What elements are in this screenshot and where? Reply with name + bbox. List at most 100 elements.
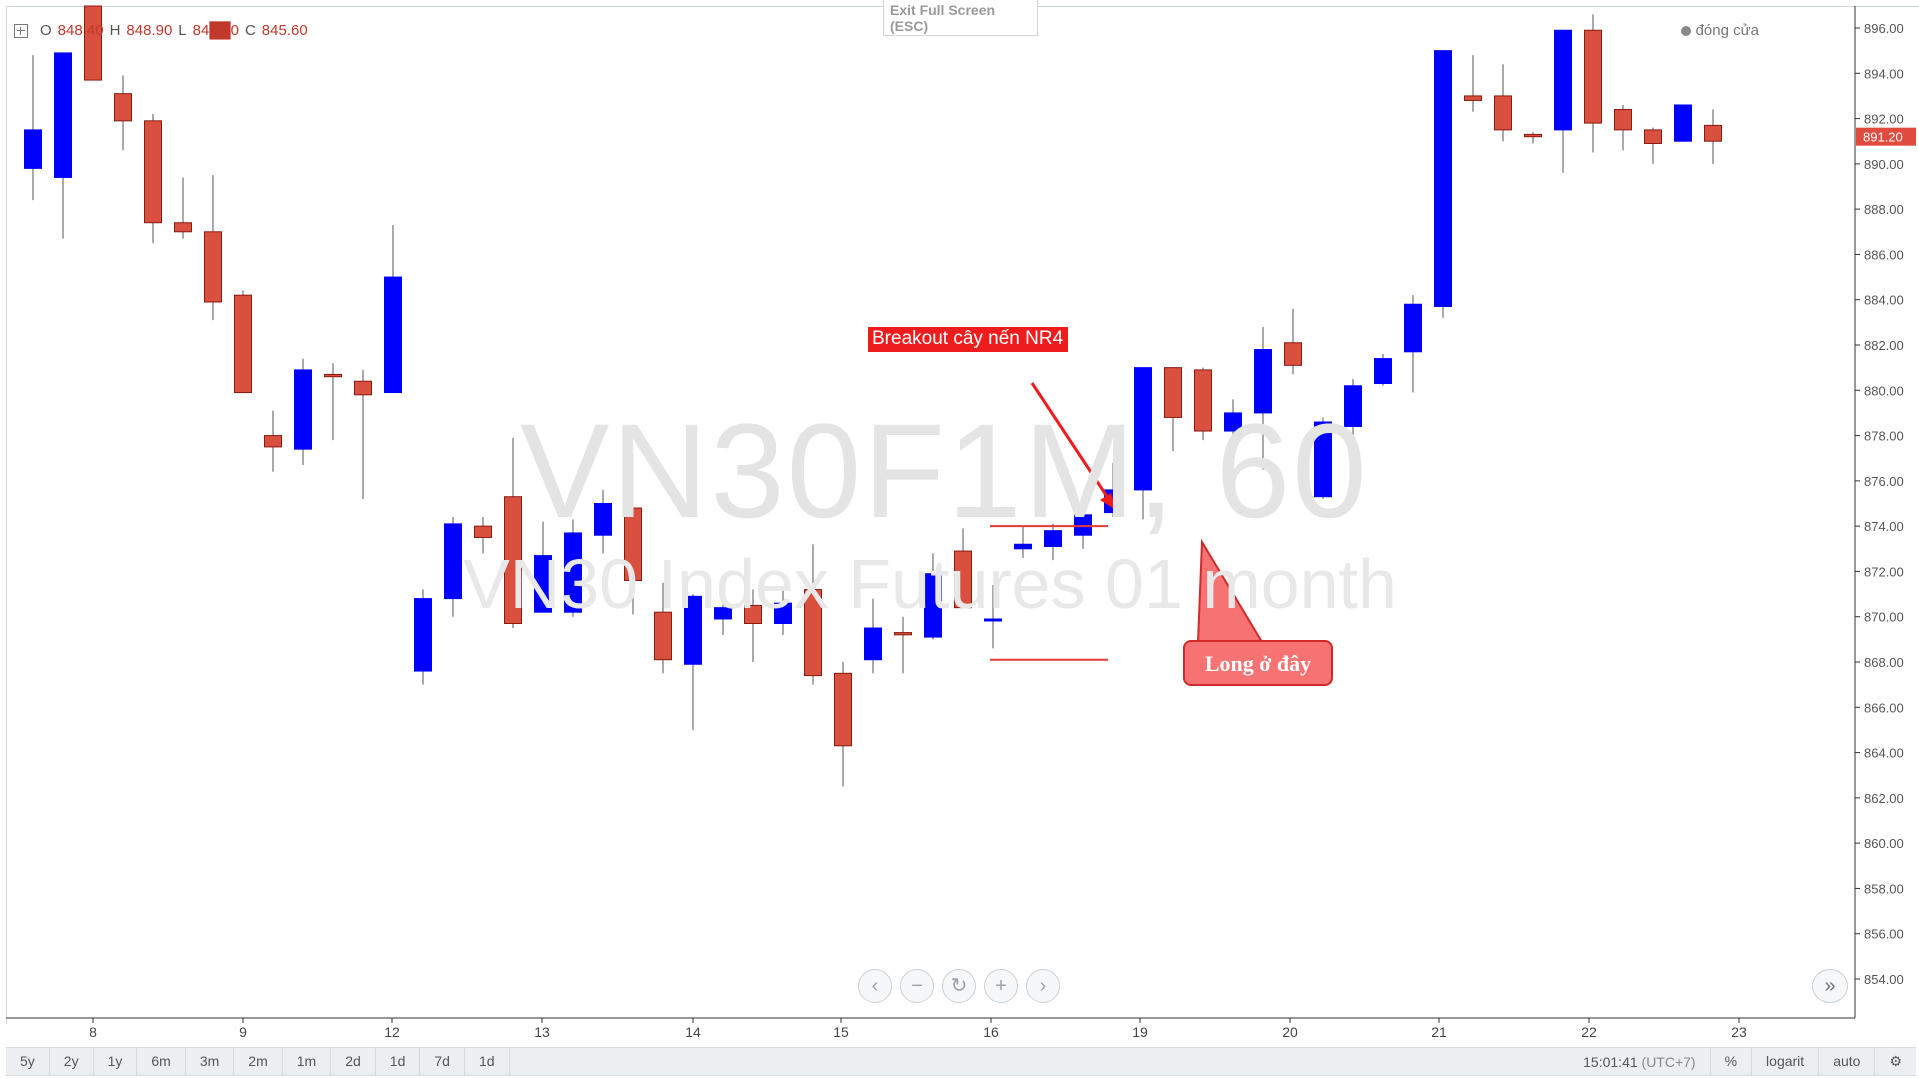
candle[interactable] [774, 587, 792, 635]
candle[interactable] [924, 553, 942, 640]
range-button-7[interactable]: 2d [331, 1048, 376, 1075]
candle[interactable] [384, 224, 402, 394]
chevron-left-icon[interactable]: ‹ [858, 969, 892, 1003]
gear-icon[interactable]: ⚙ [1874, 1048, 1916, 1075]
percent-toggle[interactable]: % [1709, 1048, 1751, 1075]
candle[interactable] [414, 589, 432, 685]
candle[interactable] [1554, 29, 1572, 173]
candle[interactable] [1524, 132, 1542, 144]
price-tick-label: 858.00 [1864, 881, 1904, 896]
breakout-annotation[interactable]: Breakout cây nến NR4 [868, 327, 1069, 352]
candle[interactable] [1344, 378, 1362, 436]
candle[interactable] [804, 544, 822, 685]
exit-fullscreen-button[interactable]: Exit Full Screen (ESC) [883, 0, 1038, 36]
candle[interactable] [564, 519, 582, 617]
candle[interactable] [1644, 127, 1662, 164]
auto-toggle[interactable]: auto [1818, 1048, 1874, 1075]
candle[interactable] [594, 489, 612, 554]
minus-icon[interactable]: − [900, 969, 934, 1003]
price-axis: 854.00 856.00 858.00 860.00 862.00 864.00 866.… [1854, 6, 1916, 1018]
range-button-1[interactable]: 2y [50, 1048, 94, 1075]
candle[interactable] [504, 437, 522, 629]
range-button-10[interactable]: 1d [465, 1048, 510, 1075]
candle[interactable] [954, 528, 972, 609]
candle[interactable] [1284, 308, 1302, 375]
plus-square-icon[interactable] [14, 23, 28, 38]
long-entry-annotation[interactable]: Long ở đây [1183, 640, 1333, 686]
candle[interactable] [714, 575, 732, 635]
candle[interactable] [864, 598, 882, 674]
candle[interactable] [1254, 326, 1272, 470]
candle[interactable] [354, 369, 372, 499]
plus-icon[interactable]: + [984, 969, 1018, 1003]
candle-body-down [264, 435, 282, 448]
range-button-0[interactable]: 5y [6, 1048, 50, 1075]
candle[interactable] [24, 55, 42, 201]
range-button-8[interactable]: 1d [376, 1048, 421, 1075]
candle-body-up [1044, 530, 1062, 548]
candle[interactable] [204, 175, 222, 321]
range-button-4[interactable]: 3m [186, 1048, 235, 1075]
watermark-description: VN30 Index Futures 01 month [463, 545, 1397, 623]
reset-icon[interactable]: ↻ [942, 969, 976, 1003]
candle[interactable] [1224, 399, 1242, 438]
candle[interactable] [1074, 498, 1092, 549]
candle[interactable] [624, 503, 642, 615]
candle[interactable] [1434, 50, 1452, 318]
candle[interactable] [1374, 354, 1392, 386]
candle[interactable] [894, 616, 912, 674]
candle[interactable] [684, 594, 702, 730]
breakout-arrow[interactable] [1030, 382, 1112, 502]
candle[interactable] [444, 517, 462, 617]
range-button-9[interactable]: 7d [420, 1048, 465, 1075]
candle-body-up [984, 618, 1002, 622]
candle[interactable] [294, 358, 312, 466]
candle-body-down [624, 507, 642, 581]
range-button-3[interactable]: 6m [137, 1048, 186, 1075]
candle[interactable] [234, 290, 252, 394]
candle-body-up [1374, 358, 1392, 384]
price-tick-label: 860.00 [1864, 836, 1904, 851]
candle[interactable] [834, 662, 852, 787]
clock: 15:01:41 (UTC+7) [1569, 1054, 1709, 1070]
candle[interactable] [534, 521, 552, 613]
double-chevron-right-icon[interactable]: » [1812, 969, 1848, 1003]
price-tick-label: 884.00 [1864, 293, 1904, 308]
range-button-2[interactable]: 1y [94, 1048, 138, 1075]
candle[interactable] [174, 177, 192, 239]
price-tick-label: 866.00 [1864, 700, 1904, 715]
candle[interactable] [474, 517, 492, 554]
candle[interactable] [744, 589, 762, 662]
candle[interactable] [1464, 55, 1482, 112]
price-tick-label: 878.00 [1864, 429, 1904, 444]
candle[interactable] [54, 52, 72, 239]
range-button-5[interactable]: 2m [234, 1048, 283, 1075]
candle-body-down [204, 231, 222, 303]
candle[interactable] [984, 585, 1002, 649]
candle[interactable] [1314, 417, 1332, 499]
candle[interactable] [1704, 109, 1722, 164]
range-button-6[interactable]: 1m [283, 1048, 332, 1075]
chart-navigation: ‹ − ↻ + › [858, 969, 1060, 1003]
candle[interactable] [1494, 64, 1512, 142]
candle[interactable] [1164, 367, 1182, 452]
candle[interactable] [114, 75, 132, 151]
series-legend[interactable]: đóng cửa [1680, 22, 1759, 39]
candle[interactable] [84, 5, 102, 81]
candle[interactable] [324, 363, 342, 441]
candle[interactable] [1134, 367, 1152, 520]
candle[interactable] [654, 582, 672, 674]
candle[interactable] [1044, 523, 1062, 561]
candle[interactable] [1584, 14, 1602, 153]
candle[interactable] [1404, 295, 1422, 393]
log-toggle[interactable]: logarit [1751, 1048, 1818, 1075]
candle[interactable] [1014, 526, 1032, 558]
candle[interactable] [1674, 104, 1692, 142]
chevron-right-icon[interactable]: › [1026, 969, 1060, 1003]
candle[interactable] [1194, 367, 1212, 441]
candle[interactable] [1614, 104, 1632, 151]
candle[interactable] [264, 410, 282, 472]
candle[interactable] [144, 114, 162, 244]
candle-body-up [1554, 29, 1572, 131]
